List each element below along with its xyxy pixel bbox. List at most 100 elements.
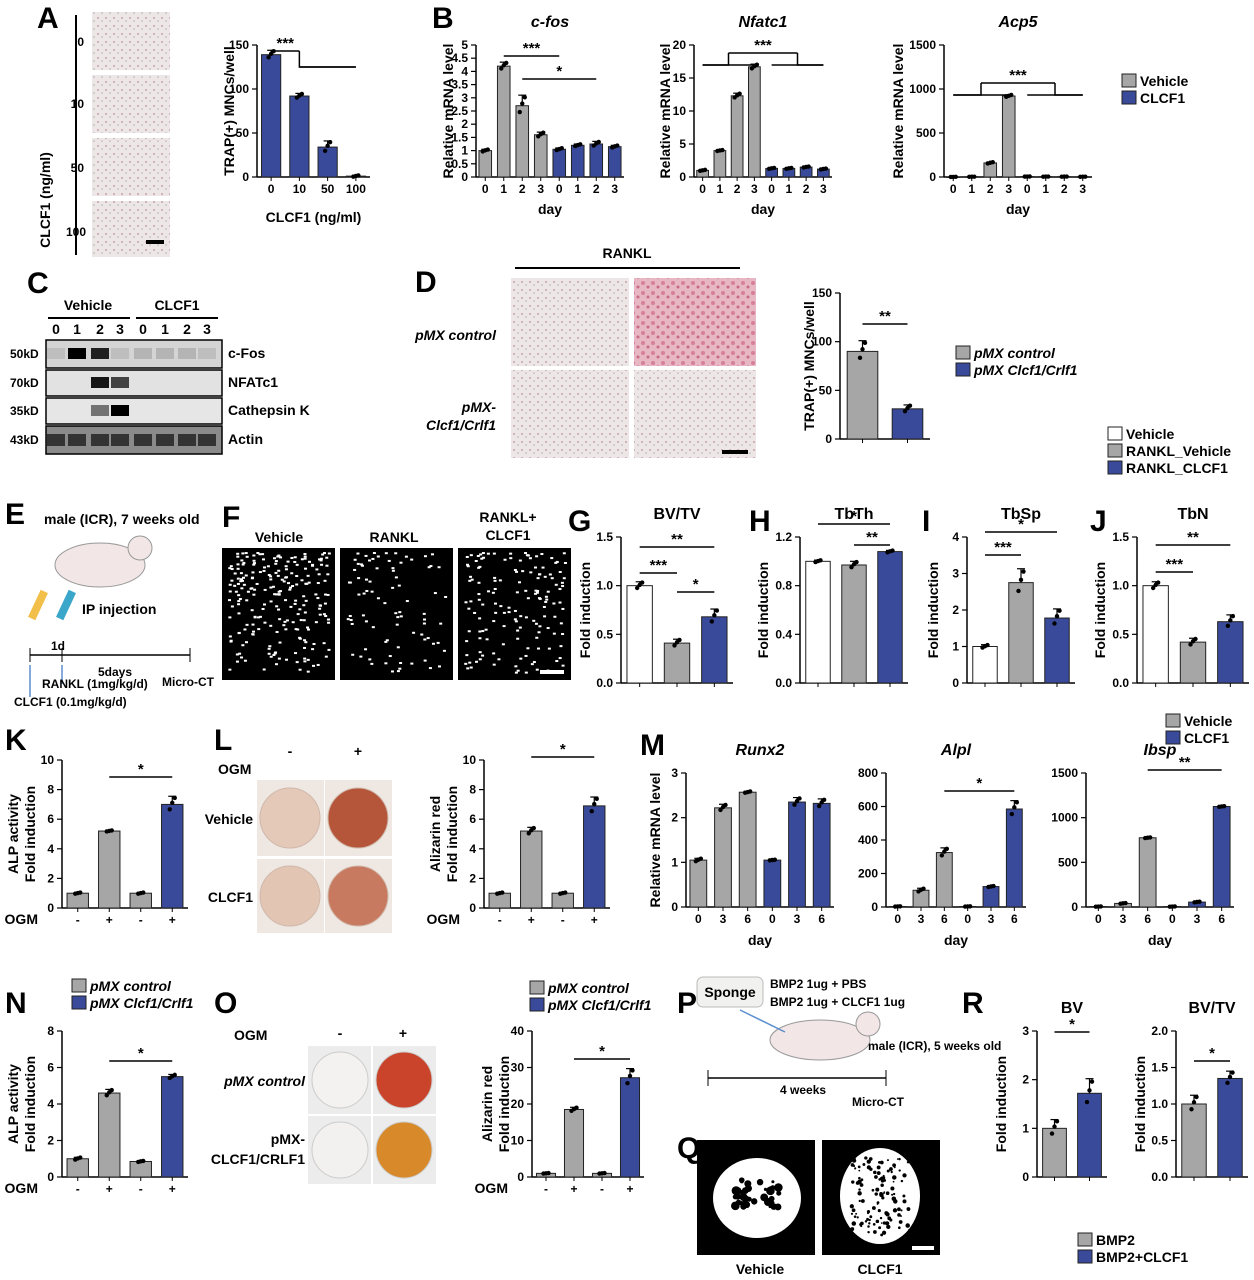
y-axis-label: Fold induction (925, 562, 941, 658)
x-tick-label: 0 (695, 912, 702, 926)
ogm-label: OGM (218, 761, 251, 777)
y-tick-label: 800 (858, 766, 878, 780)
data-point (890, 548, 895, 553)
data-point (1046, 174, 1051, 179)
trap-image-50 (92, 138, 170, 196)
panel-a-images: CLCF1 (ng/ml) 0 10 50 100 (37, 12, 170, 257)
panel-letter: R (962, 987, 984, 1020)
bar (738, 791, 757, 908)
mouse-label: male (ICR), 7 weeks old (44, 511, 200, 527)
chart-m3: 0 500 1000 1500 0 3 6 0 3 6 Ibsp day ** (1051, 742, 1234, 948)
y-axis-label: Fold induction (1092, 562, 1108, 658)
data-point (1197, 899, 1202, 904)
clcf1-dose-label: CLCF1 (0.1mg/kg/d) (14, 695, 127, 709)
data-point (771, 165, 777, 171)
y-tick-label: 3 (671, 766, 678, 780)
y-axis-label: Fold induction (496, 1056, 512, 1152)
data-point (526, 831, 531, 836)
y-tick-label: 0.5 (1112, 627, 1129, 641)
data-point (672, 643, 677, 648)
significance-label: * (1018, 516, 1024, 533)
x-tick-label: 2 (1061, 182, 1068, 196)
panel-letter: O (214, 987, 237, 1020)
x-tick-label: + (169, 1182, 176, 1196)
y-axis-label: Fold induction (1132, 1056, 1148, 1152)
y-tick-label: 0 (825, 432, 832, 446)
panel-letter: M (640, 729, 665, 762)
blot-band (156, 348, 174, 359)
row-label: pMX control (414, 327, 497, 343)
bar (972, 646, 998, 684)
significance-label: * (560, 741, 566, 758)
bar (515, 105, 530, 178)
x-tick-label: 0 (482, 182, 489, 196)
y-axis-label: Fold induction (755, 562, 771, 658)
bar (98, 1092, 121, 1178)
data-point (327, 139, 333, 145)
data-point (754, 62, 760, 67)
x-tick-label: 6 (744, 912, 751, 926)
data-point (953, 174, 958, 180)
significance-label: ** (866, 529, 878, 546)
y-tick-label: 30 (511, 1061, 525, 1075)
ct-label: RANKL (370, 529, 419, 545)
x-tick-label: - (139, 1182, 143, 1196)
lane-label: 3 (203, 321, 211, 337)
legend-swatch (71, 978, 87, 993)
ct-label: CLCF1 (485, 527, 530, 543)
ogm-label: OGM (234, 1027, 267, 1043)
data-point (630, 1068, 635, 1073)
y-tick-label: 10 (511, 1134, 525, 1148)
x-tick-label: 0 (268, 182, 275, 196)
chart-title: Ibsp (1144, 742, 1177, 759)
x-axis-label: OGM (475, 1180, 508, 1196)
y-tick-label: 0 (952, 676, 959, 690)
data-point (723, 802, 728, 808)
data-point (1057, 608, 1062, 613)
bar (589, 143, 604, 178)
y-tick-label: 0.4 (775, 627, 792, 641)
x-tick-label: 1 (1042, 182, 1049, 196)
bar (261, 54, 282, 178)
y-tick-label: 0 (242, 170, 249, 184)
data-point (921, 886, 926, 891)
panel-letter: E (5, 498, 25, 531)
data-point (1018, 577, 1024, 583)
x-tick-label: 0 (950, 182, 957, 196)
bar (478, 150, 493, 178)
d1-label: 1d (51, 639, 65, 653)
data-point (1064, 174, 1069, 179)
y-tick-label: 1.0 (1151, 1097, 1168, 1111)
bar (1142, 585, 1169, 684)
x-tick-label: 10 (293, 182, 307, 196)
x-axis-label: day (748, 932, 772, 948)
y-axis-label: ALP activity (5, 794, 21, 874)
x-tick-label: 3 (611, 182, 618, 196)
data-point (517, 109, 522, 115)
well-clcf1-plus (327, 865, 389, 927)
data-point (1054, 1119, 1060, 1124)
y-tick-label: 10 (463, 753, 477, 767)
legend-swatch (1165, 730, 1181, 745)
y-tick-label: 0 (871, 900, 878, 914)
blot-band (111, 405, 129, 416)
y-tick-label: 6 (47, 812, 54, 826)
duration-label: 4 weeks (780, 1083, 826, 1097)
bar (129, 1160, 152, 1178)
syringe-icon (56, 589, 76, 621)
legend-swatch (1077, 1249, 1093, 1264)
x-tick-label: 0 (769, 912, 776, 926)
row-label: pMX- (461, 399, 497, 415)
panel-l-images: OGM - + Vehicle CLCF1 (205, 743, 392, 933)
significance-label: * (138, 761, 144, 778)
chart-k: 0 2 4 6 8 10 - + - + ALP activity Fold induction OGM… (5, 753, 188, 927)
panel-letter: P (677, 987, 697, 1020)
x-tick-label: + (106, 913, 113, 927)
y-axis-label: Alizarin red (427, 796, 443, 872)
legend-entry: CLCF1 (1184, 730, 1229, 746)
data-point (747, 789, 753, 794)
data-point (942, 849, 947, 854)
data-point (1227, 1074, 1233, 1080)
